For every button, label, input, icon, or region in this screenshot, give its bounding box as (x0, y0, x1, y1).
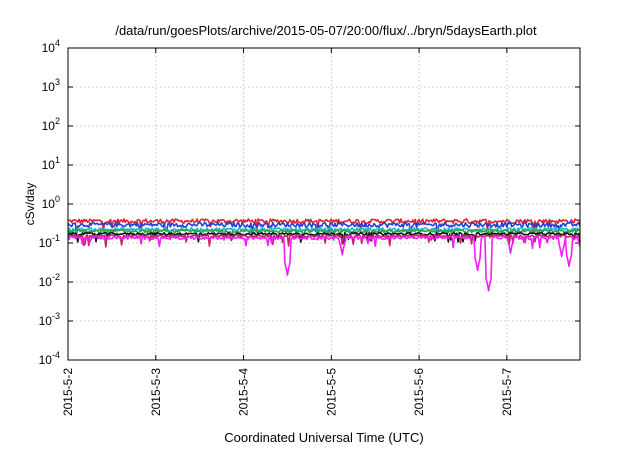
series-line-4 (67, 228, 581, 241)
y-tick-exponent: 1 (55, 155, 60, 165)
y-axis-label: cSv/day (23, 183, 37, 226)
x-tick-label: 2015-5-5 (324, 368, 338, 416)
y-tick-exponent: 0 (55, 194, 60, 204)
y-tick-exponent: -1 (52, 233, 60, 243)
y-tick-exponent: -2 (52, 272, 60, 282)
x-tick-label: 2015-5-2 (61, 368, 75, 416)
chart-title: /data/run/goesPlots/archive/2015-05-07/2… (115, 23, 537, 38)
x-axis-label: Coordinated Universal Time (UTC) (224, 430, 423, 445)
y-tick-label: 104 (42, 38, 60, 55)
grid-lines (67, 47, 580, 361)
series-line-7 (67, 235, 581, 292)
y-tick-label: 101 (42, 155, 60, 172)
x-tick-label: 2015-5-4 (237, 368, 251, 416)
y-tick-exponent: -4 (52, 350, 60, 360)
y-tick-exponent: 3 (55, 77, 60, 87)
y-tick-label: 102 (42, 116, 60, 133)
y-tick-label: 103 (42, 77, 60, 94)
x-tick-label: 2015-5-7 (500, 368, 514, 416)
y-tick-label: 10-4 (39, 350, 60, 367)
y-tick-label: 10-1 (39, 233, 60, 250)
y-tick-label: 10-2 (39, 272, 60, 289)
y-tick-exponent: -3 (52, 311, 60, 321)
y-tick-label: 100 (42, 194, 60, 211)
series-line-2 (67, 221, 581, 238)
plot-frame (67, 47, 581, 361)
y-tick-exponent: 2 (55, 116, 60, 126)
x-tick-labels: 2015-5-2 2015-5-3 2015-5-4 2015-5-5 2015-5-6… (61, 368, 514, 416)
x-tick-label: 2015-5-6 (412, 368, 426, 416)
series-line-1 (68, 218, 581, 233)
y-tick-exponent: 4 (55, 38, 60, 48)
series-line-5 (67, 231, 581, 244)
x-tick-label: 2015-5-3 (149, 368, 163, 416)
series-layer (67, 218, 581, 292)
y-tick-label: 10-3 (39, 311, 60, 328)
